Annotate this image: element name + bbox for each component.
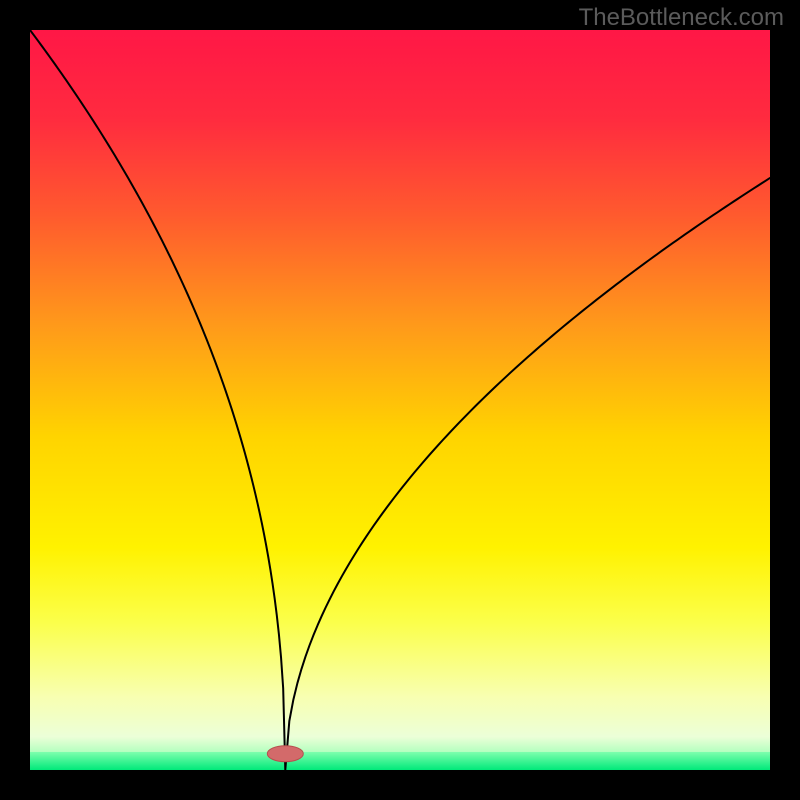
notch-marker <box>267 746 303 762</box>
chart-frame: TheBottleneck.com <box>0 0 800 800</box>
watermark-text: TheBottleneck.com <box>579 4 784 32</box>
v-curve-line <box>30 30 770 770</box>
curve-layer <box>30 30 770 770</box>
plot-area <box>30 30 770 770</box>
